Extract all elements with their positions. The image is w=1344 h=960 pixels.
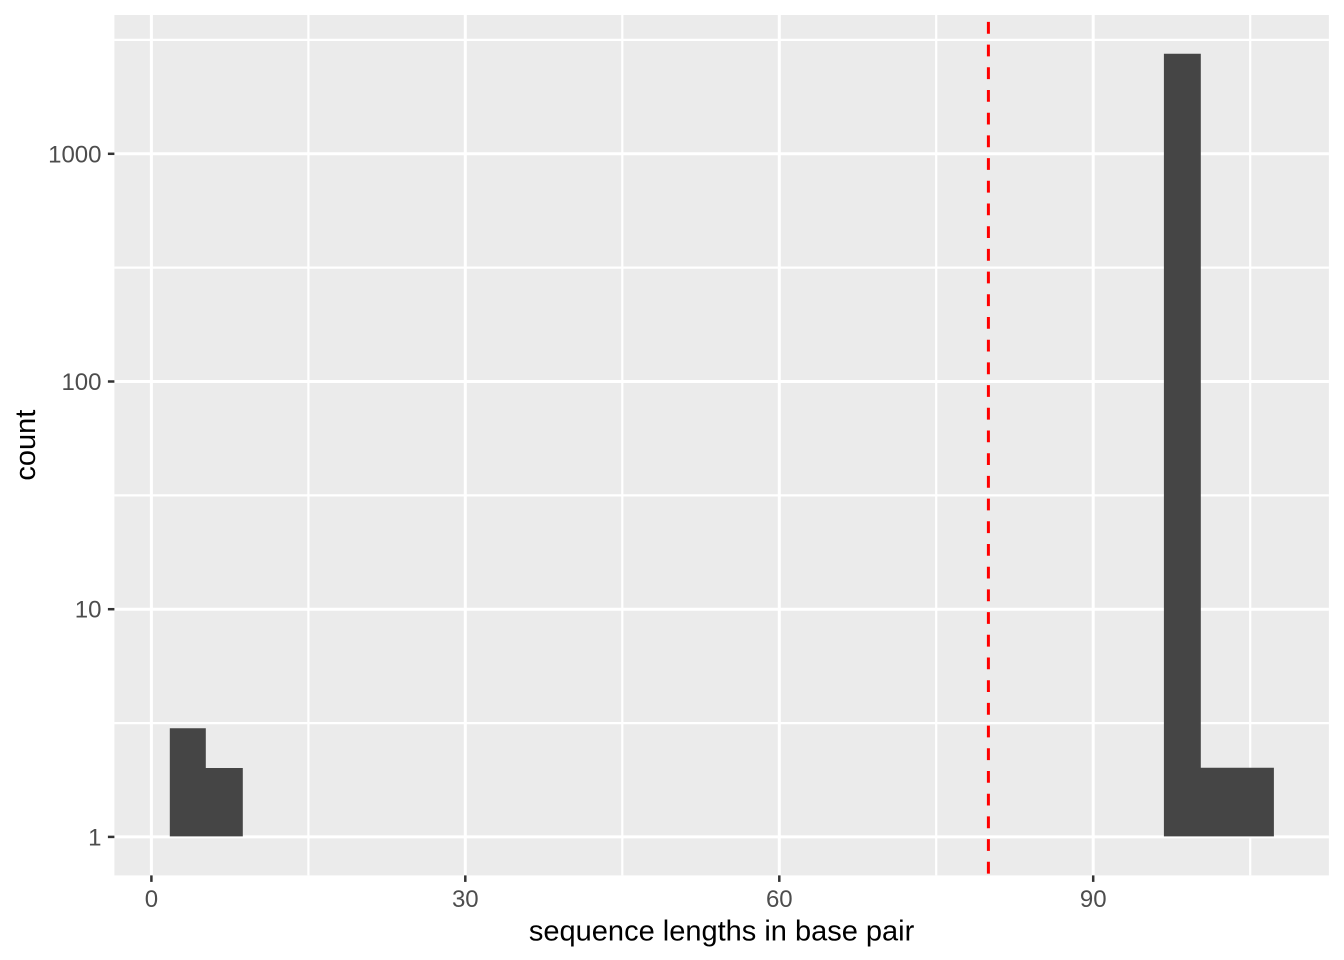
svg-text:60: 60 [766, 886, 793, 913]
svg-text:90: 90 [1080, 886, 1107, 913]
svg-text:count: count [10, 410, 42, 481]
svg-text:1000: 1000 [48, 141, 101, 168]
svg-text:100: 100 [61, 369, 101, 396]
svg-text:30: 30 [452, 886, 479, 913]
svg-text:10: 10 [75, 597, 102, 624]
svg-text:1: 1 [88, 824, 101, 851]
svg-text:0: 0 [145, 886, 158, 913]
svg-text:sequence lengths in base pair: sequence lengths in base pair [529, 916, 915, 948]
